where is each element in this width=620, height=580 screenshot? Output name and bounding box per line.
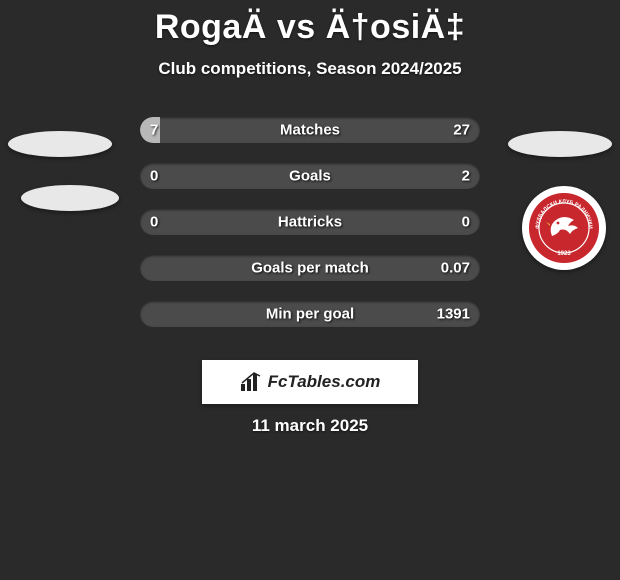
stat-row-min-per-goal: Min per goal 1391 xyxy=(0,301,620,327)
stat-label: Hattricks xyxy=(140,214,480,231)
stat-label: Matches xyxy=(140,122,480,139)
brand-label: FcTables.com xyxy=(268,372,381,392)
stat-value-right: 0 xyxy=(462,214,470,231)
stat-bar: Min per goal xyxy=(140,301,480,327)
stat-value-left: 7 xyxy=(150,122,158,139)
stat-bar: Goals xyxy=(140,163,480,189)
stat-bar: Goals per match xyxy=(140,255,480,281)
footer-date: 11 march 2025 xyxy=(0,416,620,436)
brand-content: FcTables.com xyxy=(240,372,381,392)
stat-value-right: 1391 xyxy=(437,306,470,323)
stat-value-right: 27 xyxy=(453,122,470,139)
stat-value-left: 0 xyxy=(150,214,158,231)
brand-link[interactable]: FcTables.com xyxy=(202,360,418,404)
stat-label: Goals per match xyxy=(140,260,480,277)
page-title: RogaÄ vs Ä†osiÄ‡ xyxy=(0,8,620,47)
comparison-infographic: RogaÄ vs Ä†osiÄ‡ Club competitions, Seas… xyxy=(0,8,620,580)
stat-label: Min per goal xyxy=(140,306,480,323)
stat-row-hattricks: Hattricks 0 0 xyxy=(0,209,620,235)
stat-row-goals: Goals 0 2 xyxy=(0,163,620,189)
stat-row-matches: Matches 7 27 xyxy=(0,117,620,143)
stat-value-left: 0 xyxy=(150,168,158,185)
page-subtitle: Club competitions, Season 2024/2025 xyxy=(0,59,620,79)
stat-row-goals-per-match: Goals per match 0.07 xyxy=(0,255,620,281)
stat-bar: Hattricks xyxy=(140,209,480,235)
stat-label: Goals xyxy=(140,168,480,185)
stat-value-right: 0.07 xyxy=(441,260,470,277)
stat-value-right: 2 xyxy=(462,168,470,185)
stat-bar: Matches xyxy=(140,117,480,143)
brand-bars-icon xyxy=(240,372,264,392)
